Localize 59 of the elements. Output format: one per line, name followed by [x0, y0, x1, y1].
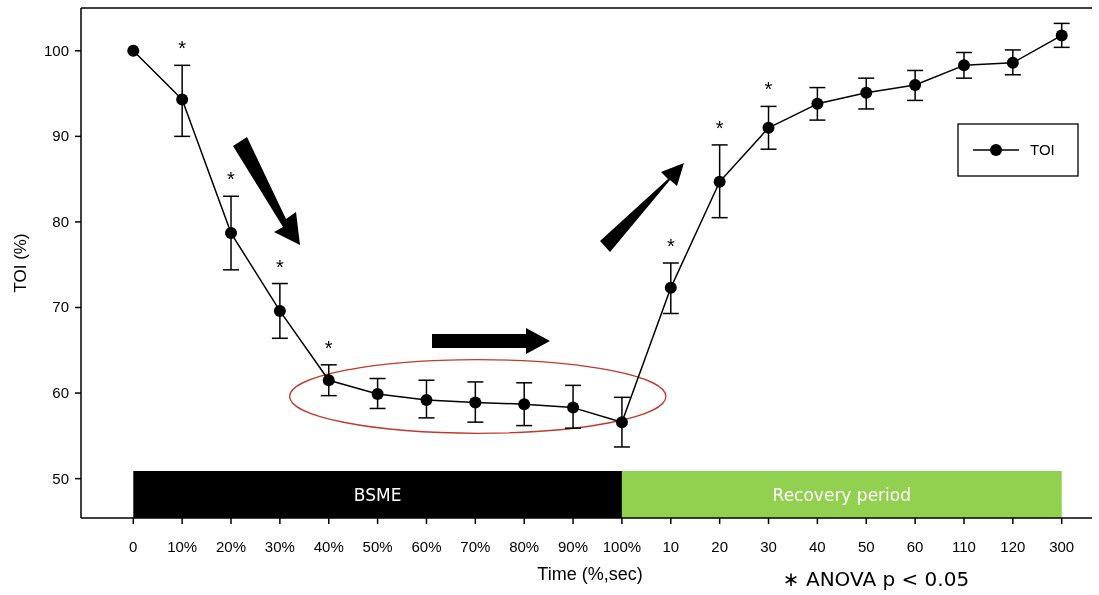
- y-tick-label: 60: [52, 384, 69, 402]
- x-tick-label: 50%: [362, 538, 393, 555]
- x-tick-label: 40%: [313, 538, 344, 555]
- annotation: *: [324, 336, 333, 359]
- annotation: *: [227, 168, 236, 191]
- text: ∗ ANOVA p < 0.05: [782, 567, 970, 591]
- point: [176, 93, 189, 106]
- annotation: *: [764, 78, 773, 101]
- x-tick-label: 10%: [167, 538, 198, 555]
- y-tick-label: 90: [52, 127, 69, 145]
- point: [1006, 56, 1019, 69]
- point: [567, 401, 580, 414]
- x-tick-label: 80%: [509, 538, 540, 555]
- x-tick-label: 300: [1049, 538, 1075, 555]
- point: [1055, 29, 1068, 42]
- y-axis-title: TOI (%): [11, 233, 30, 293]
- x-tick-label: 30: [760, 538, 777, 555]
- point: [860, 86, 873, 99]
- point: [420, 393, 433, 406]
- annotation: *: [666, 235, 675, 257]
- x-tick-label: 0: [129, 538, 138, 555]
- point: [762, 121, 775, 134]
- x-tick-label: 60: [906, 538, 924, 555]
- y-tick-label: 80: [52, 212, 69, 230]
- point: [273, 304, 286, 317]
- point: [225, 227, 238, 240]
- point: [127, 44, 140, 57]
- x-tick-label: 10: [662, 538, 680, 555]
- point: [518, 398, 531, 411]
- annotation: *: [178, 37, 187, 60]
- point: [371, 387, 384, 400]
- x-tick-label: 50: [857, 538, 875, 555]
- x-tick-label: 20%: [216, 538, 247, 555]
- x-tick-label: 120: [1000, 538, 1026, 555]
- x-tick-label: 100%: [602, 538, 642, 555]
- point: [469, 396, 482, 409]
- legend-label: TOI: [1030, 141, 1055, 158]
- x-tick-label: 90%: [558, 538, 589, 555]
- x-tick-label: 30%: [264, 538, 295, 555]
- band-label: Recovery period: [772, 484, 912, 505]
- point: [957, 59, 970, 72]
- annotation: *: [275, 255, 284, 278]
- annotation: *: [715, 116, 724, 139]
- x-axis-title: Time (%,sec): [537, 564, 643, 584]
- x-tick-label: 110: [952, 538, 976, 555]
- point: [615, 416, 628, 429]
- y-tick-label: 100: [43, 41, 69, 59]
- band-label: BSME: [353, 484, 402, 505]
- x-tick-label: 60%: [411, 538, 442, 555]
- y-tick-label: 50: [52, 469, 69, 487]
- point: [322, 374, 335, 387]
- point: [713, 175, 726, 188]
- y-tick-label: 70: [52, 298, 69, 316]
- point: [664, 281, 677, 294]
- x-tick-label: 20: [711, 538, 728, 555]
- point: [909, 79, 922, 92]
- x-tick-label: 70%: [460, 538, 491, 555]
- point: [811, 97, 824, 110]
- x-tick-label: 40: [809, 538, 826, 555]
